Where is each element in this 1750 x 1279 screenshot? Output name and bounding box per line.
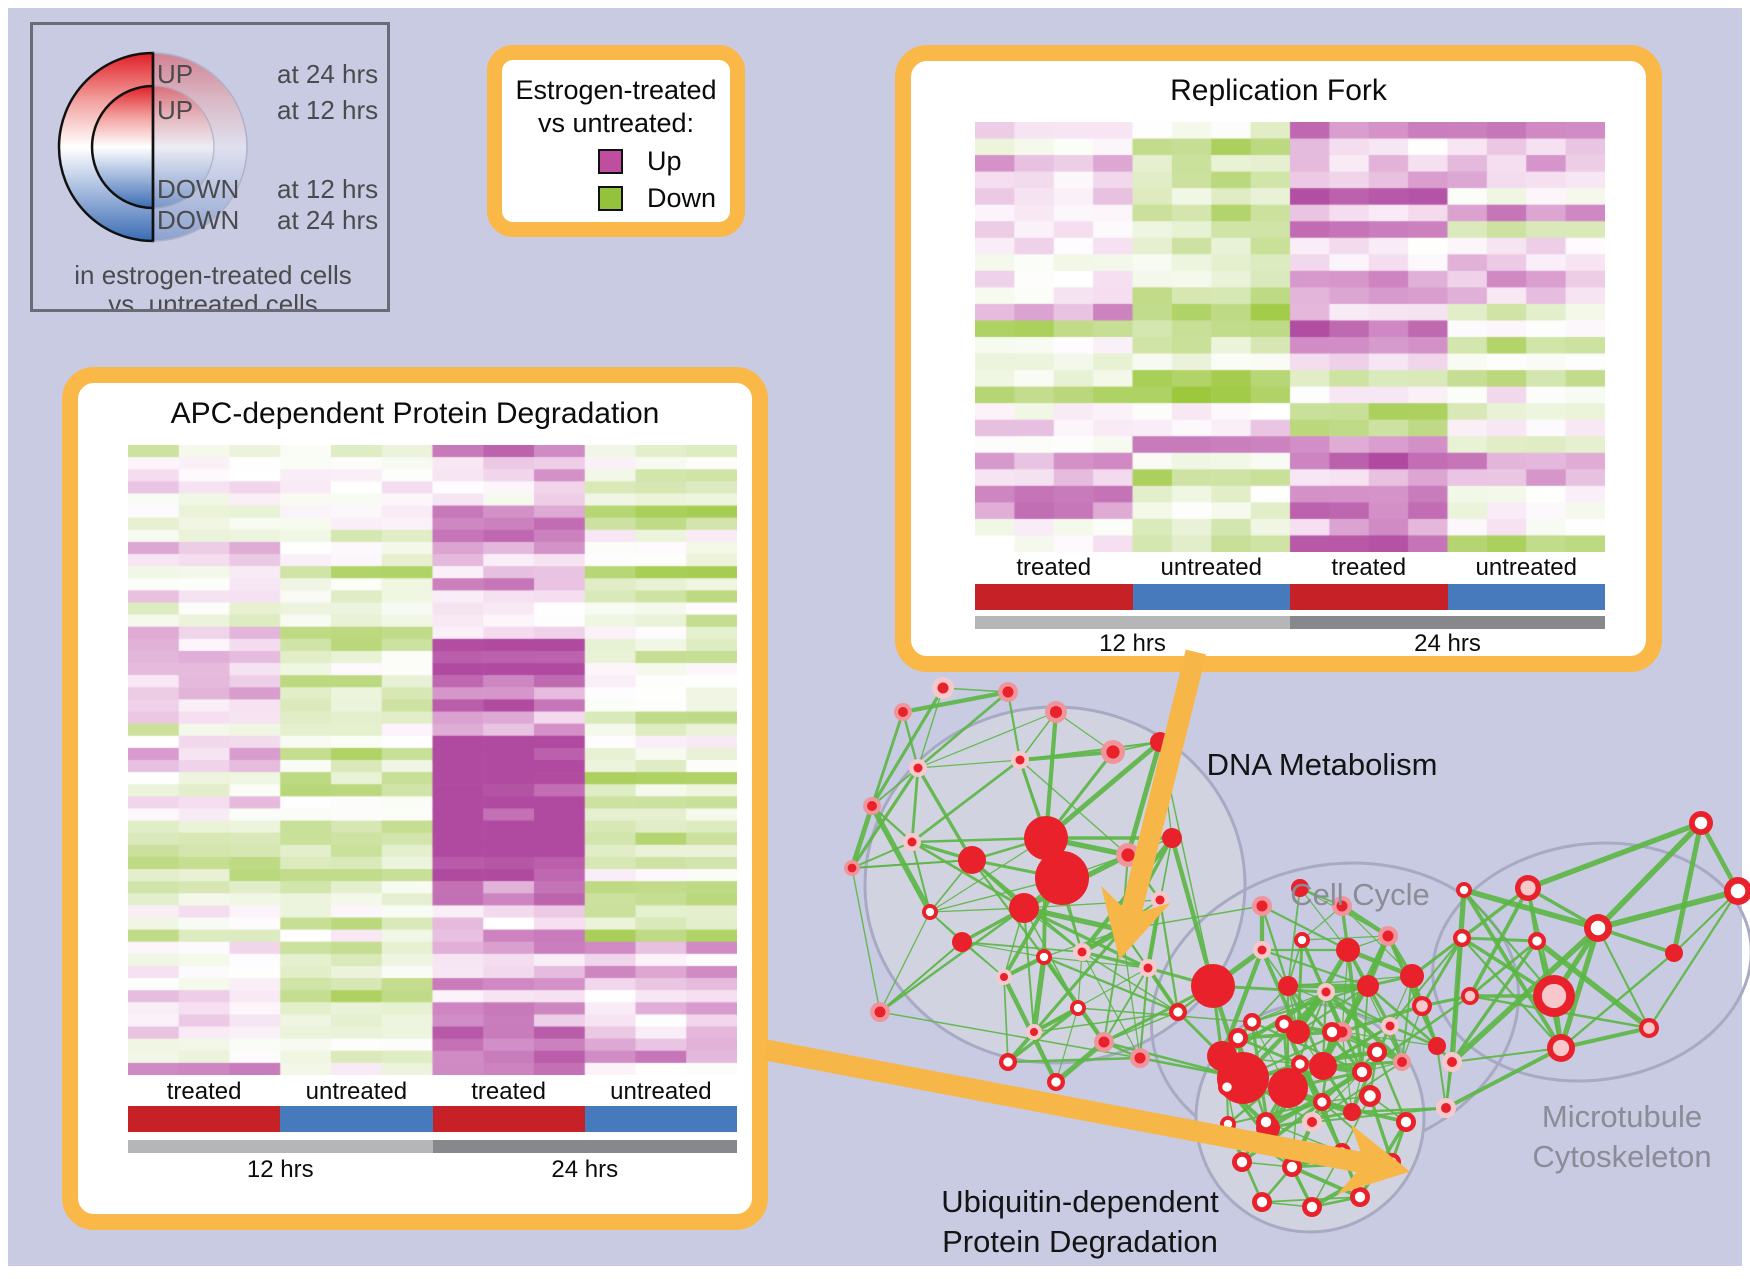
rf-condition-label: untreated bbox=[1475, 554, 1577, 581]
ring-row-dir: UP bbox=[157, 59, 193, 89]
rf-condition-label: treated bbox=[1016, 554, 1092, 581]
color-legend-panel: Estrogen-treated vs untreated: Up Down bbox=[487, 45, 745, 237]
ring-row-time: at 12 hrs bbox=[277, 174, 378, 204]
ring-row-dir: DOWN bbox=[157, 205, 239, 235]
apc-condition-bar bbox=[128, 1106, 281, 1132]
apc-hours-label: 12 hrs bbox=[246, 1156, 314, 1183]
color-legend-title-line1: Estrogen-treated bbox=[515, 75, 717, 105]
apc-condition-label: treated bbox=[471, 1078, 546, 1105]
ring-row-dir: DOWN bbox=[157, 174, 239, 204]
rf-condition-bar bbox=[975, 584, 1133, 610]
legend-item-up: Up bbox=[598, 146, 730, 177]
apc-hours-label: 24 hrs bbox=[551, 1156, 619, 1183]
apc-condition-bar bbox=[280, 1106, 433, 1132]
up-label: Up bbox=[647, 146, 682, 176]
color-legend-title: Estrogen-treated vs untreated: bbox=[502, 74, 730, 140]
rf-time-bar bbox=[975, 616, 1290, 629]
down-swatch bbox=[598, 186, 623, 211]
rf-time-bar bbox=[1290, 616, 1605, 629]
down-label: Down bbox=[647, 183, 717, 213]
rf-condition-bar bbox=[1447, 584, 1605, 610]
replication-fork-panel-title: Replication Fork bbox=[1170, 74, 1387, 107]
apc-time-bar bbox=[432, 1140, 737, 1153]
apc-condition-bar bbox=[584, 1106, 737, 1132]
color-legend-title-line2: vs untreated: bbox=[537, 108, 695, 138]
ring-row-time: at 24 hrs bbox=[277, 59, 378, 89]
ring-caption-line1: in estrogen-treated cells bbox=[74, 260, 351, 290]
rf-condition-label: treated bbox=[1331, 554, 1407, 581]
up-swatch bbox=[598, 149, 623, 174]
ring-legend-graphic: UP at 24 hrs UP at 12 hrs DOWN at 12 hrs… bbox=[57, 51, 378, 319]
apc-panel-title: APC-dependent Protein Degradation bbox=[170, 397, 660, 430]
apc-time-bar bbox=[128, 1140, 433, 1153]
apc-heatmap bbox=[128, 445, 737, 1075]
apc-condition-label: untreated bbox=[610, 1078, 712, 1105]
rf-condition-bar bbox=[1290, 584, 1448, 610]
ring-legend-box: UP at 24 hrs UP at 12 hrs DOWN at 12 hrs… bbox=[30, 22, 390, 319]
ring-row-dir: UP bbox=[157, 95, 193, 125]
apc-condition-label: treated bbox=[166, 1078, 242, 1105]
rf-hours-label: 24 hrs bbox=[1414, 630, 1481, 657]
rf-condition-label: untreated bbox=[1160, 554, 1262, 581]
ring-row-time: at 24 hrs bbox=[277, 205, 378, 235]
ring-caption-line2: vs. untreated cells bbox=[108, 289, 318, 309]
replication-fork-heatmap bbox=[975, 122, 1605, 552]
apc-condition-bar bbox=[432, 1106, 585, 1132]
legend-item-down: Down bbox=[598, 183, 730, 214]
up-down-gradient-ring bbox=[57, 51, 248, 243]
rf-condition-bar bbox=[1132, 584, 1290, 610]
apc-condition-label: untreated bbox=[305, 1078, 408, 1105]
ring-row-time: at 12 hrs bbox=[277, 95, 378, 125]
rf-hours-label: 12 hrs bbox=[1099, 630, 1166, 657]
